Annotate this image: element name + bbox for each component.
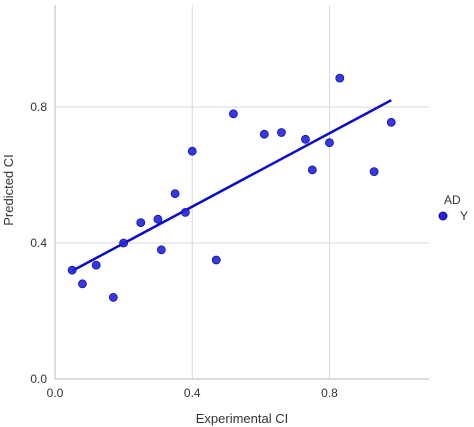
legend-marker — [438, 211, 448, 221]
data-point-3 — [108, 292, 118, 302]
data-point-16 — [307, 165, 317, 175]
y-tick-label-1: 0.4 — [30, 236, 47, 250]
data-point-2 — [91, 260, 101, 270]
data-points — [67, 73, 396, 302]
data-point-8 — [170, 189, 180, 199]
data-point-11 — [211, 255, 221, 265]
data-point-17 — [325, 138, 334, 148]
y-tick-labels: 0.0 0.4 0.8 — [30, 100, 47, 386]
data-point-15 — [301, 134, 310, 144]
data-point-10 — [187, 146, 197, 156]
data-point-6 — [153, 214, 163, 224]
data-point-19 — [369, 167, 379, 177]
y-tick-label-2: 0.8 — [30, 100, 47, 114]
data-point-0 — [67, 265, 77, 275]
data-point-7 — [156, 245, 166, 255]
x-tick-label-0: 0.0 — [47, 386, 64, 400]
data-point-18 — [335, 73, 345, 83]
data-point-4 — [119, 238, 129, 248]
y-tick-label-0: 0.0 — [30, 372, 47, 386]
data-point-14 — [277, 128, 286, 137]
data-point-5 — [136, 218, 146, 228]
legend-title: AD — [444, 193, 461, 207]
x-tick-label-1: 0.4 — [184, 386, 201, 400]
legend-entry-y: Y — [460, 209, 468, 223]
axes — [54, 5, 429, 380]
data-point-12 — [229, 109, 238, 119]
data-point-13 — [259, 129, 269, 139]
data-point-1 — [78, 279, 87, 289]
x-tick-labels: 0.0 0.4 0.8 — [47, 386, 339, 400]
data-point-20 — [386, 117, 396, 127]
data-point-9 — [180, 207, 190, 217]
legend: AD Y — [438, 193, 468, 223]
grid — [55, 5, 429, 379]
y-axis-label: Predicted CI — [1, 154, 16, 226]
x-tick-label-2: 0.8 — [321, 386, 338, 400]
x-axis-label: Experimental CI — [196, 411, 288, 426]
